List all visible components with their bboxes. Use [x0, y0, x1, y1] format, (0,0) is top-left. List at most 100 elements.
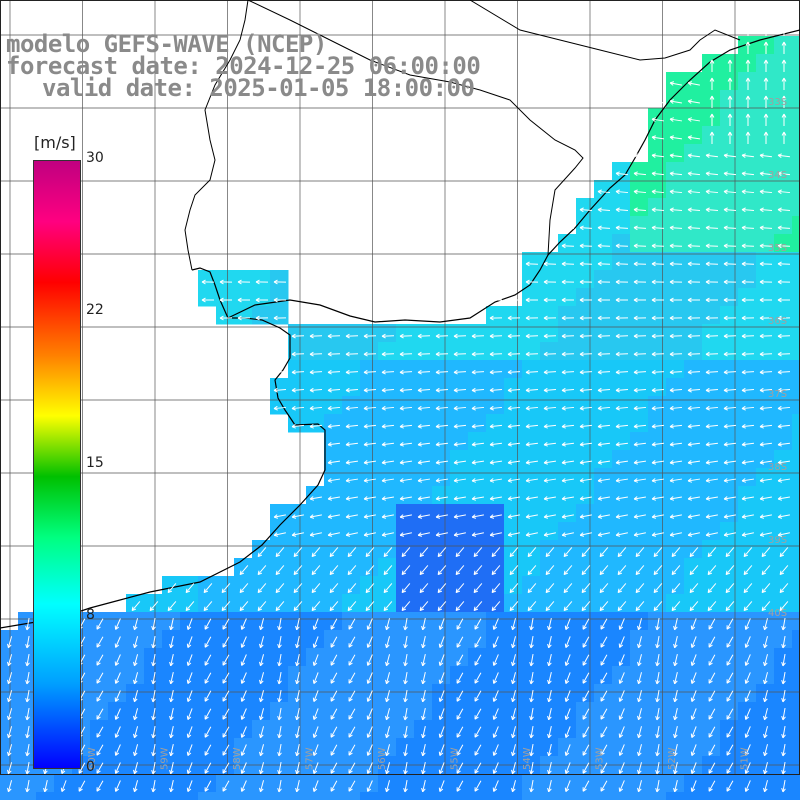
wind-arrow	[489, 387, 503, 393]
speed-cell	[270, 612, 289, 631]
speed-cell	[162, 774, 181, 793]
wind-arrow	[669, 99, 682, 104]
wind-arrow	[723, 460, 737, 465]
speed-cell	[36, 774, 55, 793]
wind-arrow	[473, 547, 483, 558]
speed-cell	[666, 414, 685, 433]
speed-cell	[522, 630, 541, 649]
speed-cell	[540, 558, 559, 577]
speed-cell	[666, 342, 685, 361]
wind-arrow	[745, 131, 751, 144]
speed-cell	[630, 396, 649, 415]
speed-cell	[414, 414, 433, 433]
wind-arrow	[579, 387, 593, 393]
wind-arrow	[690, 690, 697, 702]
speed-cell	[630, 450, 649, 469]
speed-cell	[522, 486, 541, 505]
speed-cell	[306, 522, 325, 541]
speed-cell	[756, 198, 775, 217]
speed-cell	[432, 792, 451, 800]
wind-arrow	[727, 59, 733, 72]
wind-arrow	[381, 351, 395, 357]
speed-cell	[270, 576, 289, 595]
speed-cell	[702, 270, 721, 289]
speed-cell	[252, 540, 271, 559]
wind-arrow	[525, 496, 538, 501]
speed-cell	[720, 522, 739, 541]
wind-arrow	[707, 547, 717, 558]
speed-cell	[792, 234, 800, 253]
wind-arrow	[633, 207, 647, 213]
speed-cell	[702, 540, 721, 559]
speed-cell	[684, 144, 703, 163]
speed-cell	[234, 702, 253, 721]
wind-arrow	[615, 207, 629, 213]
speed-cell	[558, 720, 577, 739]
speed-cell	[756, 432, 775, 451]
speed-cell	[306, 774, 325, 793]
wind-arrow	[726, 780, 734, 792]
speed-cell	[558, 558, 577, 577]
speed-cell	[378, 684, 397, 703]
wind-arrow	[473, 565, 483, 576]
speed-cell	[630, 522, 649, 541]
wind-arrow	[723, 387, 737, 393]
speed-cell	[126, 792, 145, 800]
wind-arrow	[363, 387, 377, 393]
speed-cell	[468, 342, 487, 361]
wind-arrow	[474, 762, 482, 774]
wind-arrow	[582, 780, 590, 792]
speed-cell	[306, 648, 325, 667]
speed-cell	[540, 504, 559, 523]
speed-cell	[486, 396, 505, 415]
speed-cell	[684, 720, 703, 739]
wind-arrow	[669, 442, 683, 447]
wind-arrow	[579, 532, 592, 537]
speed-cell	[90, 702, 109, 721]
wind-arrow	[492, 744, 499, 756]
speed-cell	[522, 450, 541, 469]
speed-cell	[378, 792, 397, 800]
wind-arrow	[511, 690, 516, 703]
speed-cell	[612, 648, 631, 667]
wind-arrow	[327, 442, 341, 447]
wind-arrow	[453, 496, 466, 501]
speed-cell	[450, 324, 469, 343]
speed-cell	[774, 234, 793, 253]
wind-arrow	[673, 690, 678, 703]
wind-arrow	[240, 618, 247, 630]
wind-arrow	[726, 744, 734, 756]
wind-arrow	[96, 636, 104, 648]
speed-cell	[792, 72, 800, 91]
wind-arrow	[705, 225, 719, 231]
wind-arrow	[618, 618, 625, 630]
speed-cell	[522, 738, 541, 757]
speed-cell	[360, 630, 379, 649]
speed-cell	[792, 684, 800, 703]
wind-arrow	[309, 405, 323, 411]
wind-arrow	[618, 744, 625, 756]
speed-cell	[648, 270, 667, 289]
wind-arrow	[618, 762, 625, 774]
wind-arrow	[492, 726, 499, 738]
wind-arrow	[618, 654, 625, 666]
speed-cell	[540, 360, 559, 379]
speed-cell	[378, 666, 397, 685]
speed-cell	[450, 792, 469, 800]
speed-cell	[666, 774, 685, 793]
speed-cell	[234, 630, 253, 649]
speed-cell	[684, 648, 703, 667]
speed-cell	[684, 738, 703, 757]
wind-arrow	[311, 601, 321, 612]
speed-cell	[450, 378, 469, 397]
speed-cell	[360, 576, 379, 595]
speed-cell	[270, 774, 289, 793]
speed-cell	[342, 774, 361, 793]
wind-arrow	[169, 618, 174, 631]
wind-arrow	[777, 496, 790, 501]
speed-cell	[18, 792, 37, 800]
wind-arrow	[240, 726, 247, 738]
wind-arrow	[708, 762, 716, 774]
speed-cell	[792, 702, 800, 721]
wind-arrow	[204, 636, 212, 648]
